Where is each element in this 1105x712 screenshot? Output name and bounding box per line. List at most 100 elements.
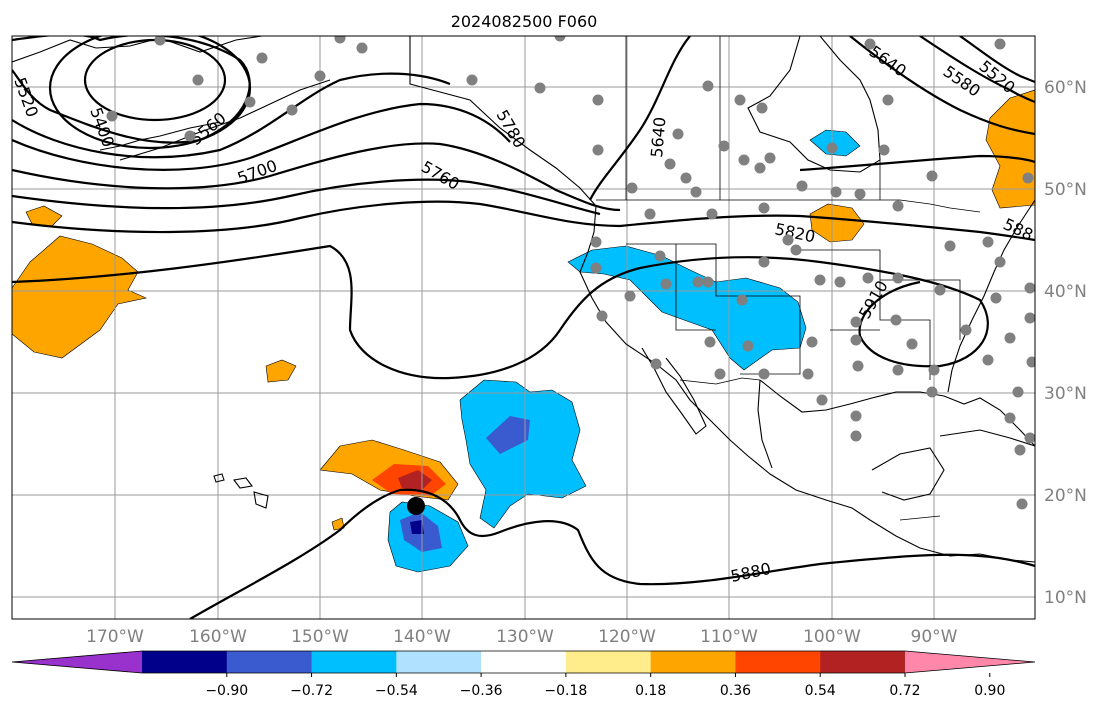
station-dot (852, 360, 864, 372)
station-dot (754, 162, 766, 174)
anomaly-positive-region (331, 517, 345, 531)
colorbar-tick-label: −0.54 (375, 683, 418, 699)
station-dot (756, 102, 768, 114)
station-dot (690, 186, 702, 198)
station-dot (650, 358, 662, 370)
station-dot (314, 70, 326, 82)
map-background (12, 36, 1035, 619)
station-dot (702, 276, 714, 288)
lon-label-140w: 140°W (393, 627, 451, 647)
station-dot (850, 316, 862, 328)
colorbar-tick-label: −0.90 (205, 683, 248, 699)
colorbar-tick-label: −0.18 (544, 683, 587, 699)
borders (596, 36, 981, 521)
lat-label-10n: 10°N (1044, 588, 1087, 608)
station-dot (626, 182, 638, 194)
station-dot (926, 386, 938, 398)
station-dot (192, 74, 204, 86)
colorbar-swatch (481, 651, 567, 673)
lon-label-170w: 170°W (86, 627, 144, 647)
colorbar-tick-label: 0.36 (720, 683, 751, 699)
station-dot (878, 144, 890, 156)
anomaly-strong-negative-region (486, 416, 530, 454)
station-dot (882, 94, 894, 106)
station-dots (106, 36, 1035, 510)
station-dot (906, 338, 918, 350)
colorbar-swatch (735, 651, 821, 673)
station-dot (764, 152, 776, 164)
station-dot (660, 278, 672, 290)
station-dot (1024, 282, 1035, 294)
station-dot (154, 36, 166, 46)
anomaly-negative-region (459, 379, 587, 529)
colorbar-swatch (311, 651, 397, 673)
station-dot (994, 38, 1006, 50)
station-dot (742, 340, 754, 352)
station-dot (994, 256, 1006, 268)
station-dot (1024, 432, 1035, 444)
station-dot (830, 186, 842, 198)
station-dot (356, 42, 368, 54)
map-title: 2024082500 F060 (451, 12, 598, 31)
station-dot (862, 272, 874, 284)
station-dot (702, 80, 714, 92)
colorbar-swatch (650, 651, 736, 673)
lat-label-60n: 60°N (1044, 78, 1087, 98)
station-dot (466, 74, 478, 86)
station-dot (850, 334, 862, 346)
station-dot (592, 94, 604, 106)
station-dot (624, 290, 636, 302)
station-dot (1014, 444, 1026, 456)
station-dot (664, 158, 676, 170)
lat-label-40n: 40°N (1044, 282, 1087, 302)
station-dot (184, 130, 196, 142)
lat-label-50n: 50°N (1044, 180, 1087, 200)
station-dot (680, 172, 692, 184)
colorbar-swatch (820, 651, 906, 673)
colorbar-swatch (142, 651, 228, 673)
station-dot (990, 292, 1002, 304)
station-dot (1004, 332, 1016, 344)
station-dot (1004, 412, 1016, 424)
anomaly-negative-region (809, 129, 861, 157)
station-dot (672, 128, 684, 140)
station-dot (106, 110, 118, 122)
station-dot (814, 274, 826, 286)
station-dot (590, 236, 602, 248)
station-dot (826, 142, 838, 154)
station-dot (790, 244, 802, 256)
contour-label: 5640 (647, 116, 669, 158)
station-dot (1012, 386, 1024, 398)
station-dot (834, 276, 846, 288)
station-dot (816, 394, 828, 406)
station-dot (796, 180, 808, 192)
map-frame (11, 35, 1036, 620)
height-contours (12, 36, 1035, 619)
anomaly-positive-region (25, 205, 63, 227)
station-dot (592, 144, 604, 156)
station-dot (654, 250, 666, 262)
longitude-labels: 170°W 160°W 150°W 140°W 130°W 120°W 110°… (86, 627, 958, 647)
station-dot (692, 276, 704, 288)
lon-label-150w: 150°W (291, 627, 349, 647)
lat-label-20n: 20°N (1044, 486, 1087, 506)
colorbar-extend-high (905, 651, 1035, 673)
colorbar-tick-label: 0.18 (635, 683, 666, 699)
colorbar: −0.90 −0.72 −0.54 −0.36 −0.18 0.18 0.36 0.54 0.7… (11, 650, 1036, 699)
station-dot (734, 94, 746, 106)
colorbar-tick-label: −0.72 (290, 683, 333, 699)
station-dot (864, 38, 876, 50)
station-dot (256, 52, 268, 64)
station-dot (758, 256, 770, 268)
colorbar-swatch (396, 651, 482, 673)
colorbar-swatch (226, 651, 313, 673)
station-dot (782, 234, 794, 246)
station-dot (934, 284, 946, 296)
station-dot (802, 368, 814, 380)
station-dot (704, 336, 716, 348)
station-dot (944, 240, 956, 252)
station-dot (854, 188, 866, 200)
colorbar-tick-label: −0.36 (460, 683, 503, 699)
station-dot (736, 294, 748, 306)
station-dot (890, 314, 902, 326)
